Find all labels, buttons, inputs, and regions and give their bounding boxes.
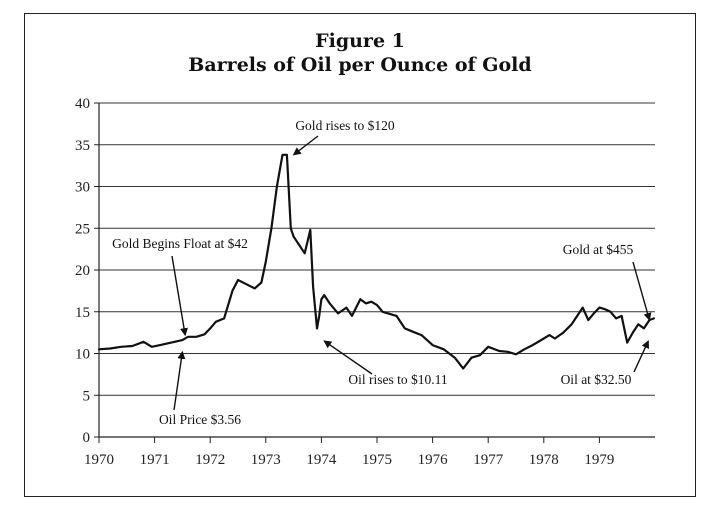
annotation-label: Gold Begins Float at $42 (112, 236, 248, 251)
annotation-arrow (632, 261, 652, 322)
chart-title: Figure 1 (315, 30, 405, 52)
annotation-label: Gold rises to $120 (295, 118, 395, 133)
annotation-label: Oil rises to $10.11 (348, 372, 447, 387)
annotation-arrow (633, 340, 650, 373)
y-tick-label: 35 (75, 138, 90, 154)
x-tick-label: 1976 (418, 452, 449, 468)
x-tick-label: 1974 (306, 452, 337, 468)
y-tick-label: 5 (83, 388, 91, 404)
annotation-label: Oil at $32.50 (561, 372, 632, 387)
annotation-arrow (171, 255, 188, 337)
annotation-label: Oil Price $3.56 (159, 412, 241, 427)
series-line (97, 153, 656, 370)
y-tick-label: 30 (75, 180, 90, 196)
x-tick-label: 1977 (473, 452, 504, 468)
annotation-arrow (292, 135, 319, 156)
y-tick-label: 40 (75, 96, 90, 112)
y-tick-label: 10 (75, 347, 90, 363)
x-tick-label: 1978 (529, 452, 559, 468)
annotation-arrow (323, 340, 373, 375)
x-tick-label: 1971 (140, 452, 170, 468)
x-tick-label: 1975 (362, 452, 392, 468)
figure-frame (24, 13, 696, 497)
y-tick-label: 25 (75, 221, 90, 237)
annotation-label: Gold at $455 (563, 242, 634, 257)
y-tick-label: 20 (75, 263, 90, 279)
chart-subtitle: Barrels of Oil per Ounce of Gold (188, 54, 532, 76)
x-tick-label: 1979 (584, 452, 614, 468)
annotation-arrow (173, 350, 186, 411)
x-tick-label: 1972 (195, 452, 225, 468)
x-tick-label: 1970 (84, 452, 114, 468)
y-tick-label: 15 (75, 305, 90, 321)
x-tick-label: 1973 (251, 452, 281, 468)
y-tick-label: 0 (83, 430, 91, 446)
